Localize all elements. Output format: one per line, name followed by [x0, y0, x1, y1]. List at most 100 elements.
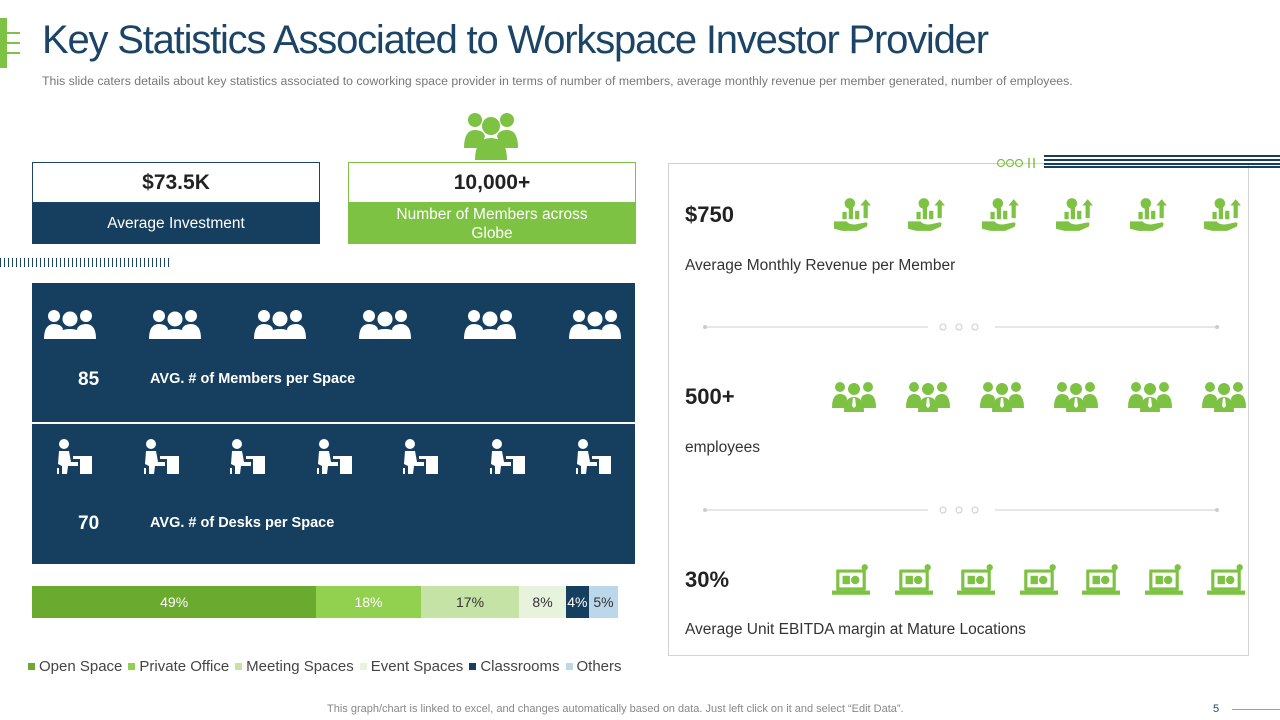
stat-value: $73.5K: [32, 162, 320, 203]
employees-icon-row: [830, 378, 1250, 418]
desk-worker-icon: [316, 439, 352, 474]
members-per-space-panel: 85 AVG. # of Members per Space: [32, 283, 635, 422]
bar-segment-open-space: 49%: [32, 586, 317, 618]
decorative-circles-icon: [996, 158, 1035, 168]
bar-segment-private-office: 18%: [316, 586, 421, 618]
page-line: [1232, 709, 1280, 710]
employee-group-icon: [1202, 382, 1246, 412]
members-per-space-value: 85: [78, 369, 100, 390]
page-title: Key Statistics Associated to Workspace I…: [42, 18, 989, 62]
separator: [703, 506, 1219, 514]
legend-item: Classrooms: [469, 658, 560, 675]
revenue-growth-icon: [1056, 198, 1093, 231]
legend-swatch: [359, 663, 367, 670]
desks-icon-row: [32, 438, 635, 478]
group-icon: [569, 310, 621, 339]
laptop-chart-icon: [1207, 564, 1245, 595]
legend-label: Event Spaces: [370, 658, 464, 675]
revenue-growth-icon: [982, 198, 1019, 231]
legend-item: Meeting Spaces: [235, 658, 354, 675]
space-type-stacked-bar: 49% 18% 17% 8% 4% 5%: [32, 586, 618, 618]
employee-group-icon: [1054, 382, 1098, 412]
legend-swatch: [28, 663, 35, 670]
group-icon: [44, 310, 96, 339]
laptop-chart-icon: [1144, 564, 1183, 595]
employees-label: employees: [685, 439, 760, 456]
legend-swatch: [128, 663, 136, 670]
desk-worker-icon: [143, 439, 179, 474]
chart-legend: Open Space Private Office Meeting Spaces Ev…: [28, 658, 628, 675]
legend-swatch: [469, 663, 477, 670]
bar-data-label: 8%: [532, 594, 553, 610]
revenue-icon-row: [830, 197, 1250, 237]
bar-data-label: 18%: [354, 594, 383, 610]
desks-per-space-panel: 70 AVG. # of Desks per Space: [32, 424, 635, 564]
employees-value: 500+: [685, 384, 735, 409]
legend-label: Meeting Spaces: [246, 658, 354, 675]
group-icon: [464, 310, 516, 339]
decorative-stripes: [1044, 155, 1280, 168]
stat-label: Number of Members across Globe: [348, 203, 636, 244]
bar-segment-event-spaces: 8%: [519, 586, 566, 618]
ebitda-icon-row: [830, 562, 1250, 602]
employee-group-icon: [906, 382, 950, 412]
stat-label: Average Investment: [32, 203, 320, 244]
legend-label: Private Office: [139, 658, 230, 675]
separator: [703, 323, 1219, 331]
legend-label: Classrooms: [480, 658, 560, 675]
revenue-value: $750: [685, 202, 734, 227]
legend-label: Others: [576, 658, 622, 675]
bar-segment-classrooms: 4%: [565, 586, 589, 618]
members-per-space-label: AVG. # of Members per Space: [150, 371, 356, 387]
group-icon: [464, 113, 518, 160]
group-icon: [254, 310, 306, 339]
stat-average-investment: $73.5K Average Investment: [32, 162, 320, 244]
stat-value: 10,000+: [348, 162, 636, 203]
revenue-growth-icon: [834, 198, 871, 231]
ebitda-value: 30%: [685, 567, 730, 592]
page-number: 5: [1213, 703, 1220, 715]
stat-members-globe: 10,000+ Number of Members across Globe: [348, 162, 636, 244]
revenue-growth-icon: [1130, 198, 1167, 231]
page-subtitle: This slide caters details about key stat…: [42, 74, 1073, 88]
employee-group-icon: [1128, 382, 1172, 412]
employee-group-icon: [832, 382, 876, 412]
legend-item: Private Office: [128, 658, 229, 675]
decorative-line: [668, 163, 996, 164]
laptop-chart-icon: [1019, 564, 1058, 595]
decorative-tick-strip: [0, 258, 170, 267]
laptop-chart-icon: [894, 564, 933, 595]
left-accent-bars: [0, 18, 20, 68]
legend-swatch: [565, 663, 573, 670]
desk-worker-icon: [489, 439, 525, 474]
legend-item: Open Space: [28, 658, 122, 675]
desk-worker-icon: [576, 439, 611, 474]
bar-data-label: 5%: [593, 594, 614, 610]
laptop-chart-icon: [957, 564, 995, 595]
desk-worker-icon: [230, 439, 265, 474]
desk-worker-icon: [57, 439, 92, 474]
bar-data-label: 17%: [456, 594, 485, 610]
bar-segment-meeting-spaces: 17%: [420, 586, 520, 618]
revenue-growth-icon: [908, 198, 945, 231]
employee-group-icon: [980, 382, 1024, 412]
revenue-growth-icon: [1204, 198, 1241, 231]
footnote: This graph/chart is linked to excel, and…: [327, 703, 904, 715]
bar-data-label: 4%: [567, 594, 588, 610]
desk-worker-icon: [403, 439, 438, 474]
ebitda-label: Average Unit EBITDA margin at Mature Loc…: [685, 621, 1026, 638]
desks-per-space-label: AVG. # of Desks per Space: [150, 515, 335, 531]
laptop-chart-icon: [1082, 564, 1120, 595]
legend-item: Others: [565, 658, 622, 675]
members-icon-row: [32, 305, 635, 345]
group-icon: [359, 310, 411, 339]
bar-data-label: 49%: [160, 594, 189, 610]
bar-segment-others: 5%: [588, 586, 618, 618]
desks-per-space-value: 70: [78, 513, 100, 534]
laptop-chart-icon: [832, 564, 870, 595]
revenue-label: Average Monthly Revenue per Member: [685, 257, 956, 274]
legend-swatch: [235, 663, 243, 670]
legend-item: Event Spaces: [359, 658, 464, 675]
legend-label: Open Space: [39, 658, 123, 675]
group-icon: [149, 310, 201, 339]
